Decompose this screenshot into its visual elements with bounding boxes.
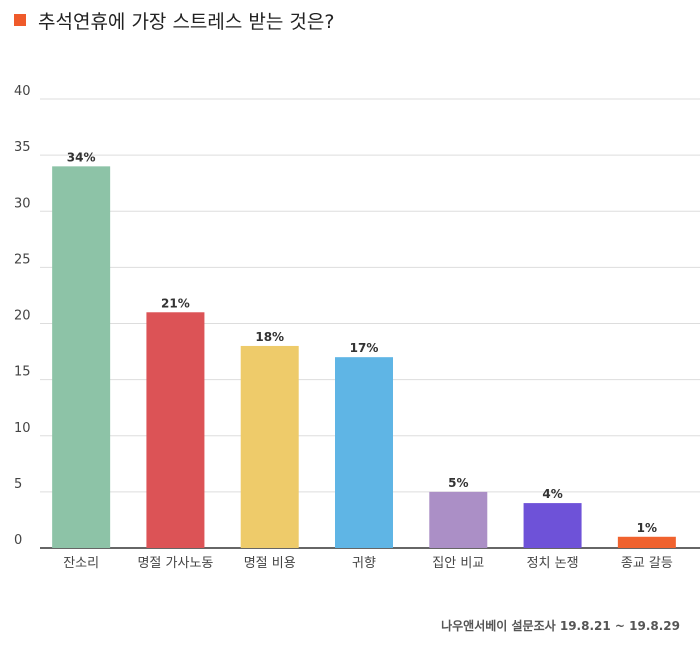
y-tick-label: 5 bbox=[14, 477, 22, 492]
bar bbox=[52, 166, 111, 548]
bar bbox=[429, 491, 488, 548]
bar-value-label: 1% bbox=[637, 521, 657, 535]
bar-value-label: 34% bbox=[67, 150, 96, 164]
y-tick-label: 40 bbox=[14, 84, 31, 99]
title-marker-square bbox=[14, 14, 26, 26]
y-tick-label: 25 bbox=[14, 252, 31, 267]
bar-value-label: 18% bbox=[255, 330, 284, 344]
bar-value-label: 21% bbox=[161, 296, 190, 310]
bar-value-label: 5% bbox=[448, 476, 468, 490]
x-tick-label: 명절 가사노동 bbox=[137, 556, 213, 571]
y-tick-label: 10 bbox=[14, 421, 31, 436]
y-tick-label: 30 bbox=[14, 196, 31, 211]
bar bbox=[523, 503, 582, 548]
bar bbox=[335, 357, 393, 548]
chart-title-row: 추석연휴에 가장 스트레스 받는 것은? bbox=[14, 8, 335, 33]
x-tick-label: 귀향 bbox=[352, 556, 376, 571]
y-tick-label: 15 bbox=[14, 365, 31, 380]
chart-title: 추석연휴에 가장 스트레스 받는 것은? bbox=[38, 10, 335, 33]
x-tick-label: 종교 갈등 bbox=[621, 556, 673, 571]
bar-value-label: 17% bbox=[350, 341, 379, 355]
bar bbox=[240, 345, 299, 548]
x-tick-label: 잔소리 bbox=[63, 556, 99, 571]
x-tick-label: 집안 비교 bbox=[432, 556, 484, 571]
y-tick-label: 35 bbox=[14, 140, 31, 155]
x-tick-label: 명절 비용 bbox=[244, 556, 296, 571]
bar bbox=[146, 312, 205, 548]
x-tick-label: 정치 논쟁 bbox=[527, 556, 579, 571]
y-tick-label: 20 bbox=[14, 309, 31, 324]
bar bbox=[617, 536, 676, 548]
bar-value-label: 4% bbox=[542, 487, 562, 501]
y-tick-label: 0 bbox=[14, 533, 22, 548]
source-note: 나우앤서베이 설문조사 19.8.21 ~ 19.8.29 bbox=[441, 619, 680, 633]
